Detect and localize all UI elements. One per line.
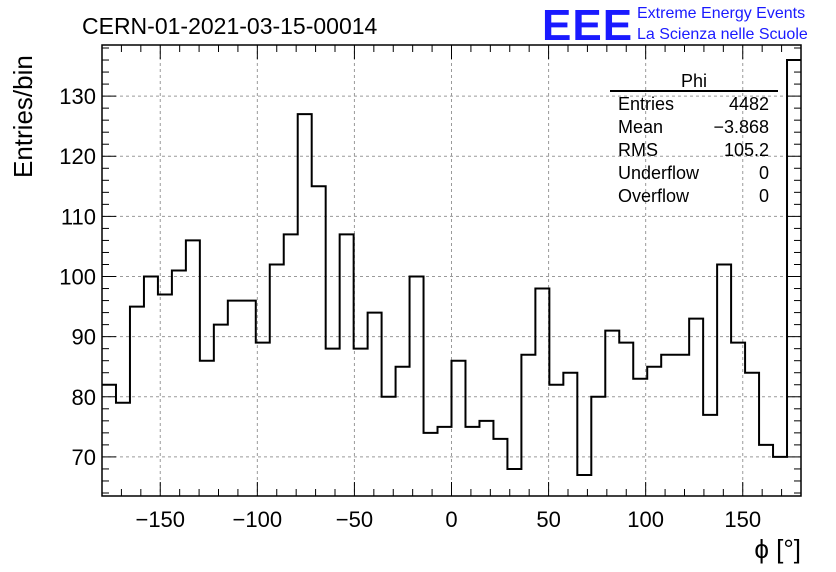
stats-box: Phi Entries 4482 Mean −3.868 RMS 105.2 U… bbox=[610, 71, 778, 206]
histogram-bin bbox=[452, 361, 466, 496]
y-tick-labels: 70 80 90 100 110 120 130 bbox=[59, 84, 96, 470]
histogram-bin bbox=[368, 313, 382, 496]
histogram-bin bbox=[130, 307, 144, 496]
histogram-bin bbox=[591, 397, 605, 496]
histogram-bin bbox=[312, 186, 326, 496]
histogram-bin bbox=[438, 427, 452, 496]
x-axis-title: ϕ [°] bbox=[754, 534, 801, 564]
y-axis-title: Entries/bin bbox=[8, 55, 38, 178]
histogram-bin bbox=[242, 301, 256, 496]
stats-label-mean: Mean bbox=[618, 117, 663, 137]
y-tick-label: 80 bbox=[72, 385, 96, 410]
histogram-bin bbox=[214, 325, 228, 496]
histogram-bin bbox=[256, 343, 270, 496]
y-tick-label: 100 bbox=[59, 265, 96, 290]
histogram-bin bbox=[382, 397, 396, 496]
histogram-bin bbox=[535, 289, 549, 496]
histogram-bin bbox=[759, 445, 773, 496]
histogram-bin bbox=[116, 403, 130, 496]
axis-ticks bbox=[101, 45, 802, 496]
y-tick-label: 130 bbox=[59, 84, 96, 109]
x-tick-label: −100 bbox=[233, 507, 283, 532]
logo-line-2: La Scienza nelle Scuole bbox=[637, 26, 808, 43]
histogram-bin bbox=[619, 343, 633, 496]
histogram-bin bbox=[284, 234, 298, 496]
stats-label-rms: RMS bbox=[618, 140, 658, 160]
histogram-series bbox=[102, 59, 801, 497]
histogram-bin bbox=[689, 319, 703, 496]
chart-title: CERN-01-2021-03-15-00014 bbox=[82, 13, 378, 39]
histogram-bin bbox=[298, 114, 312, 496]
histogram-bin bbox=[605, 331, 619, 496]
y-tick-label: 120 bbox=[59, 144, 96, 169]
histogram-bin bbox=[158, 295, 172, 496]
histogram-bin bbox=[675, 355, 689, 496]
histogram-bin bbox=[703, 415, 717, 496]
histogram-bin bbox=[465, 427, 479, 496]
histogram-bin bbox=[102, 385, 116, 496]
x-tick-label: 100 bbox=[627, 507, 664, 532]
stats-value-underflow: 0 bbox=[759, 163, 769, 183]
histogram-bin bbox=[228, 301, 242, 496]
stats-label-overflow: Overflow bbox=[618, 186, 690, 206]
histogram-bin bbox=[633, 379, 647, 496]
histogram-bin bbox=[493, 439, 507, 496]
eee-logo-mark: EEE bbox=[542, 1, 633, 50]
histogram-bin bbox=[731, 343, 745, 496]
histogram-bin bbox=[549, 385, 563, 496]
stats-value-overflow: 0 bbox=[759, 186, 769, 206]
x-tick-label: 50 bbox=[536, 507, 560, 532]
x-tick-label: −50 bbox=[336, 507, 373, 532]
histogram-bin bbox=[144, 277, 158, 496]
histogram-bin bbox=[340, 234, 354, 496]
histogram-bin bbox=[661, 355, 675, 496]
histogram-line bbox=[102, 59, 801, 476]
grid-lines bbox=[102, 45, 801, 496]
x-tick-label: −150 bbox=[135, 507, 185, 532]
histogram-bin bbox=[479, 421, 493, 496]
stats-name: Phi bbox=[681, 71, 707, 91]
stats-value-mean: −3.868 bbox=[713, 117, 769, 137]
histogram-bin bbox=[200, 361, 214, 496]
eee-logo: EEE Extreme Energy Events La Scienza nel… bbox=[542, 1, 808, 50]
x-tick-label: 150 bbox=[724, 507, 761, 532]
histogram-bin bbox=[410, 277, 424, 496]
histogram-bin bbox=[172, 271, 186, 497]
y-tick-label: 110 bbox=[61, 204, 96, 229]
histogram-bin bbox=[186, 240, 200, 496]
histogram-bin bbox=[563, 373, 577, 496]
logo-line-1: Extreme Energy Events bbox=[637, 5, 805, 22]
x-tick-label: 0 bbox=[445, 507, 457, 532]
histogram-bin bbox=[745, 373, 759, 496]
histogram-bin bbox=[521, 355, 535, 496]
stats-label-entries: Entries bbox=[618, 94, 674, 114]
histogram-bin bbox=[396, 367, 410, 496]
histogram-bin bbox=[773, 457, 787, 496]
plot-frame bbox=[101, 44, 802, 497]
stats-value-rms: 105.2 bbox=[724, 140, 769, 160]
histogram-bin bbox=[326, 349, 340, 496]
histogram-bin bbox=[354, 349, 368, 496]
y-tick-label: 70 bbox=[72, 445, 96, 470]
histogram-bin bbox=[787, 60, 801, 496]
stats-label-underflow: Underflow bbox=[618, 163, 700, 183]
histogram-bin bbox=[424, 433, 438, 496]
histogram-bin bbox=[577, 475, 591, 496]
x-tick-labels: −150 −100 −50 0 50 100 150 bbox=[135, 507, 761, 532]
histogram-bin bbox=[717, 264, 731, 496]
stats-value-entries: 4482 bbox=[729, 94, 769, 114]
histogram-bin bbox=[647, 367, 661, 496]
histogram-bin bbox=[270, 264, 284, 496]
y-tick-label: 90 bbox=[72, 325, 96, 350]
